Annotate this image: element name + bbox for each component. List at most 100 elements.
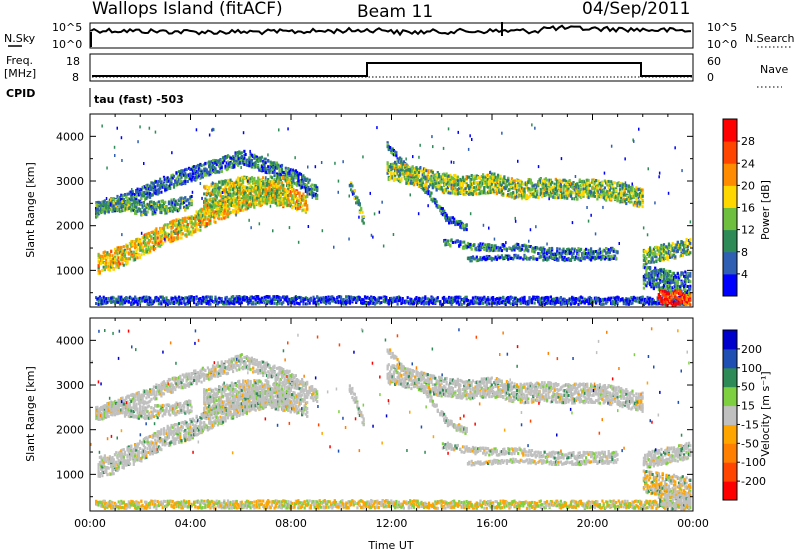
echo-cell bbox=[123, 204, 127, 208]
echo-cell bbox=[245, 194, 248, 198]
echo-cell bbox=[226, 215, 230, 219]
echo-cell bbox=[121, 204, 124, 208]
echo-cell bbox=[399, 173, 402, 177]
echo-cell bbox=[557, 196, 560, 200]
echo-cell bbox=[264, 170, 267, 174]
echo-cell bbox=[293, 181, 296, 185]
echo-cell bbox=[181, 181, 184, 185]
echo-cell bbox=[214, 187, 217, 191]
echo-cell bbox=[134, 193, 137, 196]
echo-cell bbox=[291, 177, 294, 180]
echo-cell bbox=[117, 198, 120, 202]
echo-cell bbox=[144, 197, 147, 201]
echo-cell bbox=[214, 220, 217, 224]
echo-cell bbox=[125, 200, 128, 204]
echo-cell bbox=[425, 169, 428, 173]
echo-cell bbox=[96, 211, 99, 215]
echo-cell bbox=[303, 185, 306, 189]
echo-cell bbox=[161, 205, 164, 209]
echo-cell bbox=[160, 235, 163, 239]
echo-cell bbox=[237, 154, 240, 158]
echo-cell bbox=[185, 220, 188, 224]
echo-cell bbox=[225, 155, 228, 159]
echo-cell bbox=[243, 176, 246, 180]
echo-cell bbox=[127, 197, 130, 201]
echo-cell bbox=[235, 152, 238, 156]
echo-cell bbox=[146, 202, 149, 206]
echo-cell bbox=[237, 157, 240, 161]
freq-trace bbox=[92, 62, 692, 77]
echo-cell bbox=[160, 190, 163, 194]
echo-cell bbox=[530, 181, 534, 185]
echo-cell bbox=[216, 160, 220, 164]
echo-cell bbox=[553, 196, 556, 200]
echo-cell bbox=[282, 197, 285, 201]
echo-cell bbox=[128, 200, 132, 204]
echo-cell bbox=[287, 172, 290, 176]
echo-cell bbox=[159, 226, 162, 230]
echo-cell bbox=[120, 209, 123, 213]
echo-cell bbox=[618, 188, 622, 192]
echo-cell bbox=[107, 268, 110, 271]
echo-cell bbox=[234, 190, 237, 194]
echo-cell bbox=[232, 162, 235, 166]
echo-cell bbox=[186, 231, 189, 235]
echo-cell bbox=[220, 205, 223, 208]
echo-cell bbox=[139, 244, 142, 248]
echo-cell bbox=[176, 175, 179, 179]
echo-cell bbox=[190, 233, 193, 237]
echo-cell bbox=[131, 253, 134, 257]
echo-cell bbox=[615, 188, 618, 192]
echo-cell bbox=[299, 200, 302, 204]
echo-cell bbox=[103, 261, 106, 265]
echo-cell bbox=[238, 206, 241, 210]
echo-cell bbox=[291, 180, 294, 184]
echo-cell bbox=[213, 215, 216, 219]
echo-cell bbox=[435, 200, 438, 204]
echo-cell bbox=[137, 190, 140, 194]
echo-cell bbox=[551, 246, 554, 250]
echo-cell bbox=[160, 199, 163, 203]
echo-cell bbox=[130, 240, 133, 244]
echo-cell bbox=[150, 235, 153, 239]
echo-cell bbox=[191, 222, 194, 226]
echo-cell bbox=[154, 242, 157, 246]
echo-cell bbox=[161, 185, 164, 189]
echo-cell bbox=[262, 162, 265, 166]
echo-cell bbox=[159, 177, 162, 181]
echo-cell bbox=[239, 151, 242, 155]
echo-cell bbox=[145, 203, 148, 207]
echo-cell bbox=[230, 197, 233, 201]
echo-cell bbox=[185, 167, 188, 171]
echo-cell bbox=[224, 196, 227, 199]
echo-cell bbox=[225, 183, 228, 187]
echo-cell bbox=[306, 183, 309, 187]
echo-cell bbox=[130, 193, 133, 197]
echo-cell bbox=[206, 215, 209, 219]
echo-cell bbox=[294, 176, 297, 180]
echo-cell bbox=[249, 184, 252, 188]
echo-cell bbox=[191, 176, 194, 179]
echo-cell bbox=[527, 249, 530, 253]
echo-cell bbox=[115, 250, 118, 253]
echo-cell bbox=[155, 227, 158, 231]
echo-cell bbox=[142, 241, 145, 245]
echo-cell bbox=[136, 256, 139, 260]
echo-cell bbox=[111, 202, 114, 206]
echo-cell bbox=[215, 163, 218, 167]
echo-cell bbox=[288, 168, 291, 172]
echo-cell bbox=[209, 198, 212, 202]
echo-cell bbox=[145, 206, 148, 210]
echo-cell bbox=[183, 169, 186, 173]
echo-cell bbox=[180, 236, 183, 240]
echo-cell bbox=[150, 204, 153, 208]
echo-cell bbox=[107, 202, 110, 206]
echo-cell bbox=[189, 172, 192, 176]
echo-cell bbox=[96, 203, 99, 206]
echo-cell bbox=[116, 252, 119, 256]
echo-cell bbox=[234, 192, 237, 196]
freq-strip: Freq. [MHz] 18 8 60 0 Nave CPID tau (fas… bbox=[4, 53, 788, 107]
echo-cell bbox=[262, 166, 265, 170]
echo-cell bbox=[291, 206, 294, 210]
echo-cell bbox=[102, 200, 105, 204]
